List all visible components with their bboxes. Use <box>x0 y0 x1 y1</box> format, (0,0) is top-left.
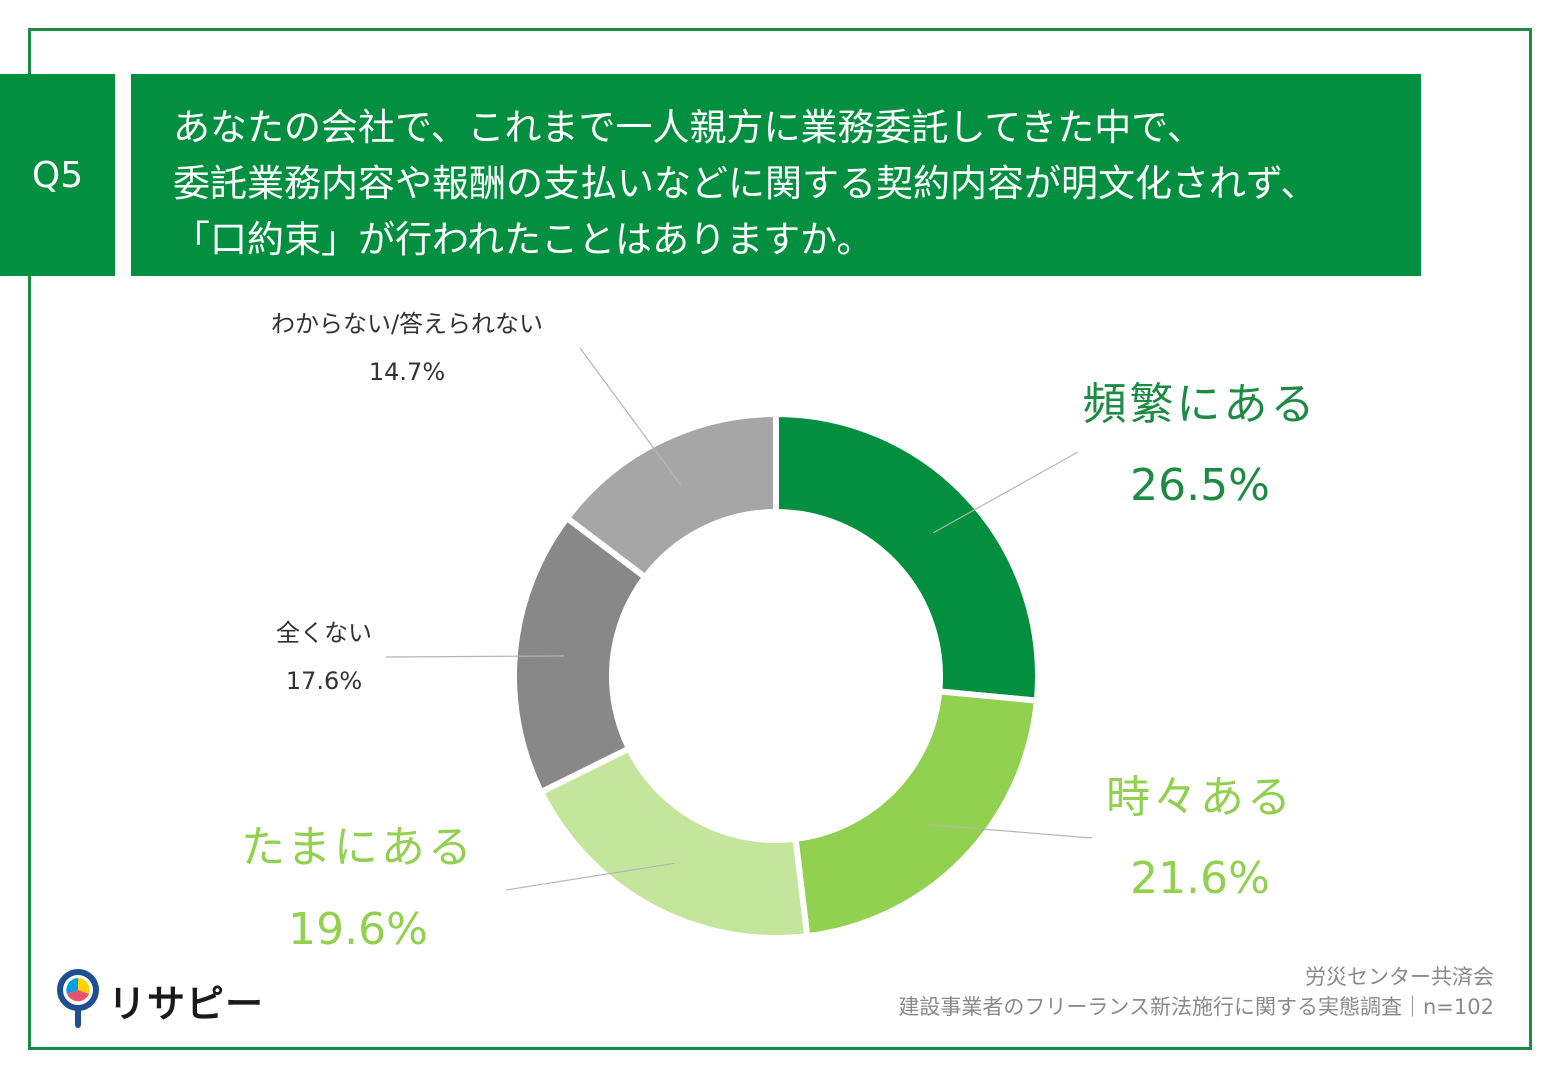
category-label-5: わからない/答えられない <box>271 310 543 338</box>
chart-frame <box>28 28 1532 1050</box>
source-survey: 建設事業者のフリーランス新法施行に関する実態調査｜n=102 <box>898 995 1494 1019</box>
source-note: 労災センター共済会 建設事業者のフリーランス新法施行に関する実態調査｜n=102 <box>898 962 1494 1022</box>
leader-line-3 <box>505 862 675 891</box>
value-label-4: 17.6% <box>286 667 362 695</box>
donut-slice-5 <box>562 410 779 582</box>
donut-slice-1 <box>773 410 1041 704</box>
risapi-logo: リサピー <box>56 968 264 1032</box>
category-label-3: たまにある <box>241 822 475 873</box>
donut-slice-2 <box>792 688 1041 940</box>
value-label-3: 19.6% <box>288 904 428 955</box>
category-label-1: 頻繁にある <box>1083 379 1318 430</box>
leader-line-5 <box>579 347 682 486</box>
leader-line-1 <box>933 451 1079 534</box>
donut-slice-4 <box>511 513 650 797</box>
category-label-4: 全くない <box>276 619 372 647</box>
leader-line-2 <box>928 824 1093 839</box>
question-number: Q5 <box>0 74 115 276</box>
source-org: 労災センター共済会 <box>1305 965 1494 989</box>
donut-slice-3 <box>537 744 811 941</box>
question-line-2: 委託業務内容や報酬の支払いなどに関する契約内容が明文化されず、 <box>173 162 1318 205</box>
value-label-5: 14.7% <box>369 358 445 386</box>
leader-line-4 <box>385 655 564 658</box>
question-line-3: 「口約束」が行われたことはありますか。 <box>173 218 874 261</box>
logo-text: リサピー <box>108 981 265 1026</box>
category-label-2: 時々ある <box>1106 772 1294 823</box>
question-line-1: あなたの会社で、これまで一人親方に業務委託してきた中で、 <box>173 106 1204 149</box>
question-text: あなたの会社で、これまで一人親方に業務委託してきた中で、 委託業務内容や報酬の支… <box>131 74 1421 276</box>
value-label-1: 26.5% <box>1130 460 1270 511</box>
value-label-2: 21.6% <box>1130 853 1270 904</box>
logo-pin-icon <box>57 969 99 1028</box>
